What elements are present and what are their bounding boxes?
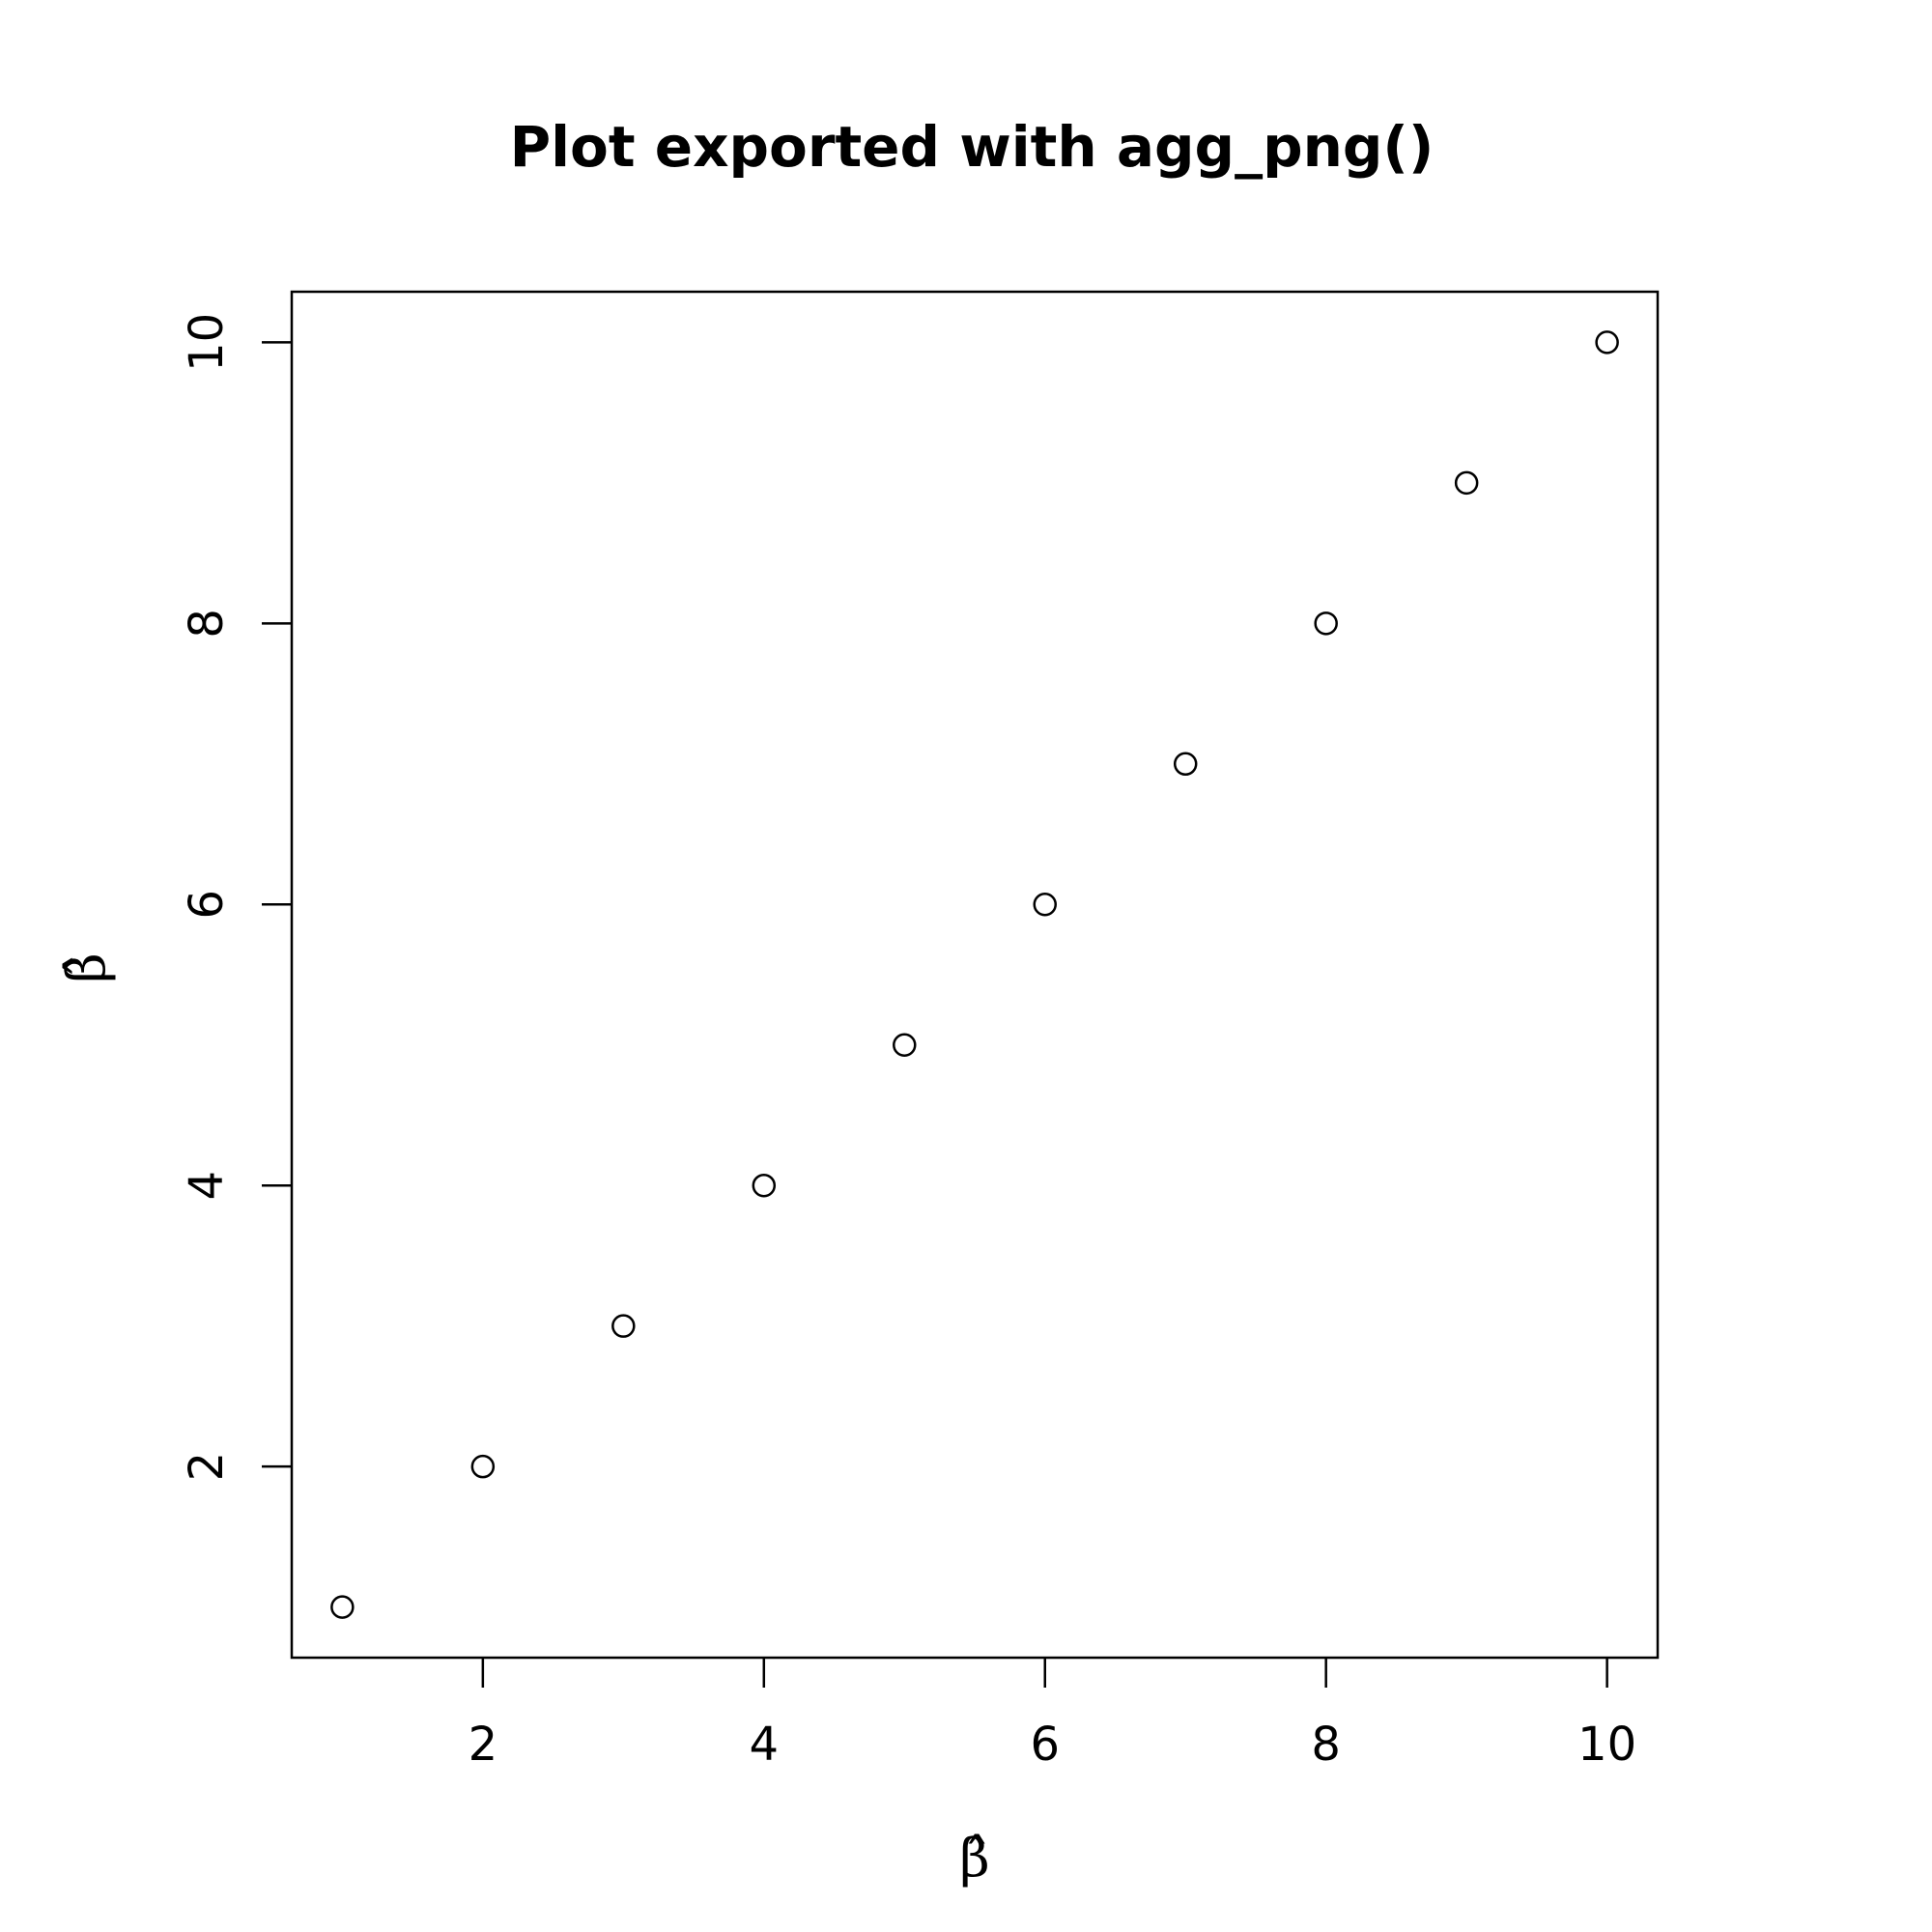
plot-frame <box>290 290 1660 1660</box>
x-tick-label: 6 <box>1030 1718 1060 1772</box>
y-tick-label: 2 <box>180 1452 234 1482</box>
x-tick-label: 8 <box>1311 1718 1341 1772</box>
data-point <box>330 1595 355 1619</box>
y-axis: 2 4 6 8 10 <box>180 313 292 1482</box>
data-point <box>1314 611 1338 636</box>
x-tick-label: 2 <box>469 1718 498 1772</box>
y-tick-label: 4 <box>180 1171 234 1201</box>
chart-title: Plot exported with agg_png() <box>510 114 1435 180</box>
y-tick-label: 8 <box>180 609 234 639</box>
data-point <box>1595 330 1619 355</box>
data-point <box>893 1033 917 1057</box>
data-point <box>470 1454 496 1479</box>
x-tick-label: 4 <box>750 1718 780 1772</box>
data-points <box>330 330 1619 1619</box>
y-axis-label: β̂ <box>56 952 117 982</box>
data-point <box>1033 893 1057 917</box>
data-point <box>1454 470 1479 496</box>
data-point <box>611 1314 636 1338</box>
x-axis: 2 4 6 8 10 <box>469 1658 1636 1772</box>
x-axis-label: β̂ <box>959 1828 989 1889</box>
y-tick-label: 10 <box>180 313 234 372</box>
data-point <box>752 1173 777 1198</box>
data-point <box>1173 752 1198 777</box>
x-tick-label: 10 <box>1577 1718 1636 1772</box>
y-tick-label: 6 <box>180 890 234 920</box>
